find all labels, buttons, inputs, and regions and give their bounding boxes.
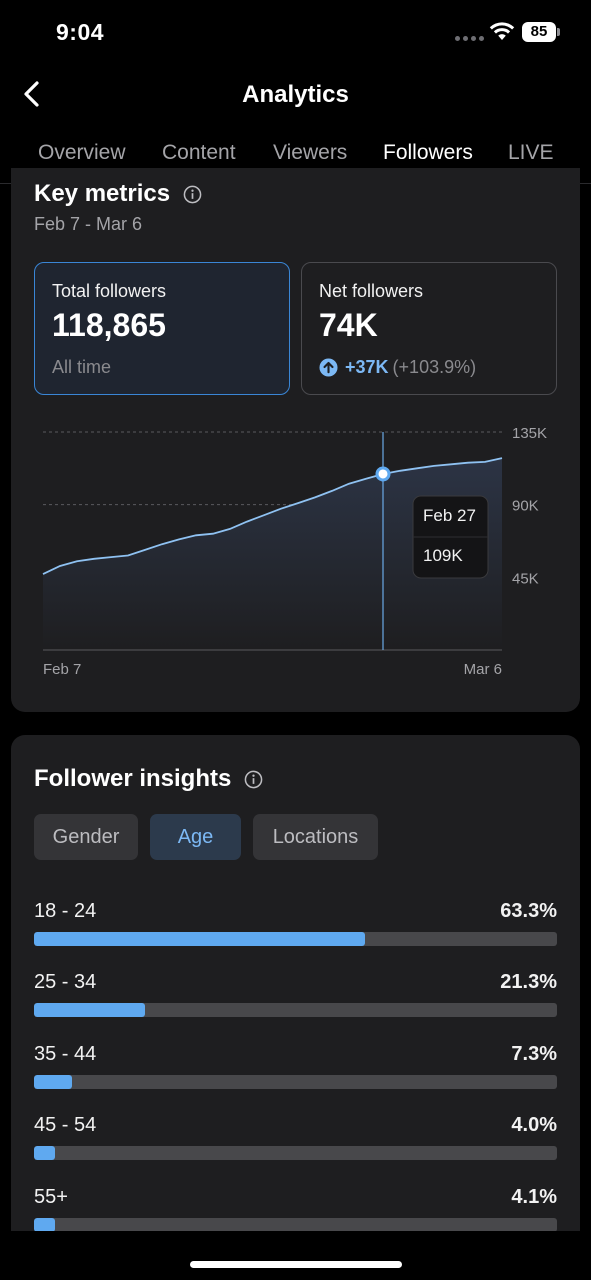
status-time: 9:04 [56, 19, 105, 45]
age-label: 55+ [34, 1186, 68, 1208]
signal-icon [455, 36, 484, 41]
age-row-18-24: 18 - 24 63.3% [34, 900, 557, 960]
info-icon[interactable] [183, 185, 202, 204]
age-percentage: 4.0% [511, 1114, 557, 1136]
net-followers-growth: +37K (+103.9%) [319, 357, 476, 378]
filter-gender[interactable]: Gender [34, 814, 138, 860]
chart-line [42, 457, 503, 575]
tab-overview[interactable]: Overview [38, 141, 126, 164]
info-icon[interactable] [244, 770, 263, 789]
age-label: 25 - 34 [34, 971, 97, 993]
battery-level: 85 [522, 22, 556, 42]
age-row-45-54: 45 - 54 4.0% [34, 1114, 557, 1174]
age-percentage: 7.3% [511, 1043, 557, 1065]
y-axis-tick-label: 45K [512, 570, 539, 587]
key-metrics-card: Key metrics Feb 7 - Mar 6 Total follower… [11, 168, 580, 712]
home-indicator[interactable] [190, 1261, 402, 1268]
total-followers-label: Total followers [52, 281, 167, 301]
tooltip-value: 109K [423, 546, 463, 565]
net-followers-value: 74K [319, 307, 378, 343]
age-bar-track [34, 932, 557, 946]
age-percentage: 63.3% [500, 900, 557, 922]
chart-selected-point [375, 466, 391, 482]
x-axis-end-label: Mar 6 [464, 661, 502, 678]
key-metrics-title: Key metrics [34, 180, 202, 208]
tab-followers[interactable]: Followers [383, 141, 473, 164]
growth-value: +37K [345, 357, 389, 377]
age-percentage: 21.3% [500, 971, 557, 993]
net-followers-card[interactable]: Net followers 74K +37K (+103.9%) [301, 262, 557, 395]
age-row-25-34: 25 - 34 21.3% [34, 971, 557, 1031]
age-bar-fill [34, 932, 366, 946]
wifi-icon [489, 22, 515, 40]
age-bar-fill [34, 1075, 73, 1089]
y-axis-tick-label: 135K [512, 425, 547, 442]
followers-chart[interactable]: 45K 90K 135K Feb 27 109K Feb 7 Mar 6 [11, 418, 580, 698]
age-bar-track [34, 1218, 557, 1231]
net-followers-label: Net followers [319, 281, 424, 301]
status-bar: 9:04 85 [0, 0, 591, 64]
age-bar-fill [34, 1218, 56, 1231]
arrow-up-icon [319, 358, 338, 377]
age-row-35-44: 35 - 44 7.3% [34, 1043, 557, 1103]
tooltip-date: Feb 27 [423, 506, 476, 525]
total-followers-card[interactable]: Total followers 118,865 All time [34, 262, 290, 395]
follower-insights-card: Follower insights Gender Age Locations 1… [11, 735, 580, 1231]
back-button[interactable] [18, 78, 48, 110]
date-range: Feb 7 - Mar 6 [34, 214, 143, 234]
tab-live[interactable]: LIVE [508, 141, 554, 164]
battery-icon: 85 [522, 22, 560, 42]
chart-area-fill [43, 458, 502, 650]
chart-tooltip: Feb 27 109K [412, 495, 489, 579]
key-metrics-title-text: Key metrics [34, 180, 171, 207]
tab-viewers[interactable]: Viewers [273, 141, 348, 164]
filter-age[interactable]: Age [150, 814, 241, 860]
filter-locations[interactable]: Locations [253, 814, 378, 860]
total-followers-sub: All time [52, 357, 112, 377]
age-row-55-plus: 55+ 4.1% [34, 1186, 557, 1231]
x-axis-start-label: Feb 7 [43, 661, 81, 678]
tab-content[interactable]: Content [162, 141, 236, 164]
growth-percentage: (+103.9%) [392, 357, 477, 377]
age-label: 35 - 44 [34, 1043, 97, 1065]
age-bar-track [34, 1146, 557, 1160]
page-title: Analytics [242, 81, 349, 108]
age-bar-fill [34, 1146, 55, 1160]
age-percentage: 4.1% [511, 1186, 557, 1208]
age-bar-fill [34, 1003, 146, 1017]
age-label: 18 - 24 [34, 900, 97, 922]
age-bar-track [34, 1075, 557, 1089]
y-axis-tick-label: 90K [512, 498, 539, 515]
age-bar-track [34, 1003, 557, 1017]
total-followers-value: 118,865 [52, 307, 166, 343]
follower-insights-title-text: Follower insights [34, 765, 232, 792]
follower-insights-title: Follower insights [34, 765, 263, 793]
header: Analytics [0, 64, 591, 128]
age-label: 45 - 54 [34, 1114, 97, 1136]
